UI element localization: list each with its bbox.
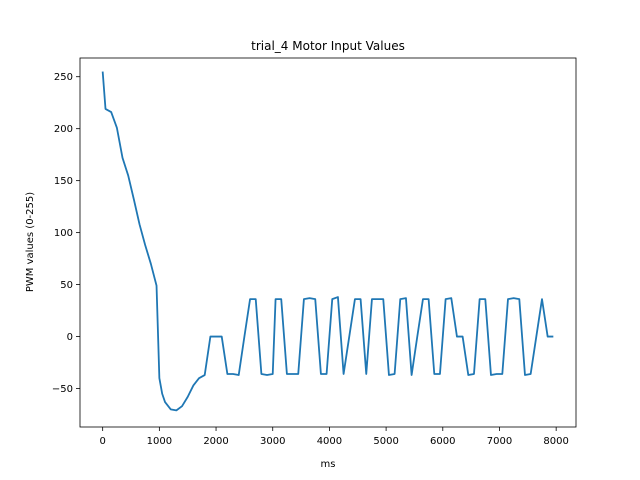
y-tick-label: 250 [54,72,73,83]
x-axis-label: ms [321,459,336,470]
series-layer [101,71,554,412]
x-tick-label: 8000 [543,436,568,447]
x-tick-label: 0 [99,436,105,447]
y-tick-label: −50 [52,384,73,395]
y-tick-label: 50 [60,280,73,291]
x-tick-label: 2000 [203,436,228,447]
x-axis-ticks: 0 1000 2000 3000 4000 5000 6000 7000 8000 [99,427,569,447]
x-tick-label: 7000 [487,436,512,447]
y-tick-label: 200 [54,124,73,135]
x-tick-label: 4000 [317,436,342,447]
y-tick-label: 150 [54,176,73,187]
y-tick-label: 0 [67,332,73,343]
x-tick-label: 6000 [430,436,455,447]
y-tick-label: 100 [54,228,73,239]
y-axis-label: PWM values (0-255) [25,192,36,292]
plot-frame [79,57,577,428]
series-line-0 [101,71,554,412]
x-tick-label: 3000 [260,436,285,447]
chart-title: trial_4 Motor Input Values [251,39,405,53]
x-tick-label: 5000 [373,436,398,447]
y-axis-ticks: −50 0 50 100 150 200 250 [52,72,80,395]
x-tick-label: 1000 [147,436,172,447]
